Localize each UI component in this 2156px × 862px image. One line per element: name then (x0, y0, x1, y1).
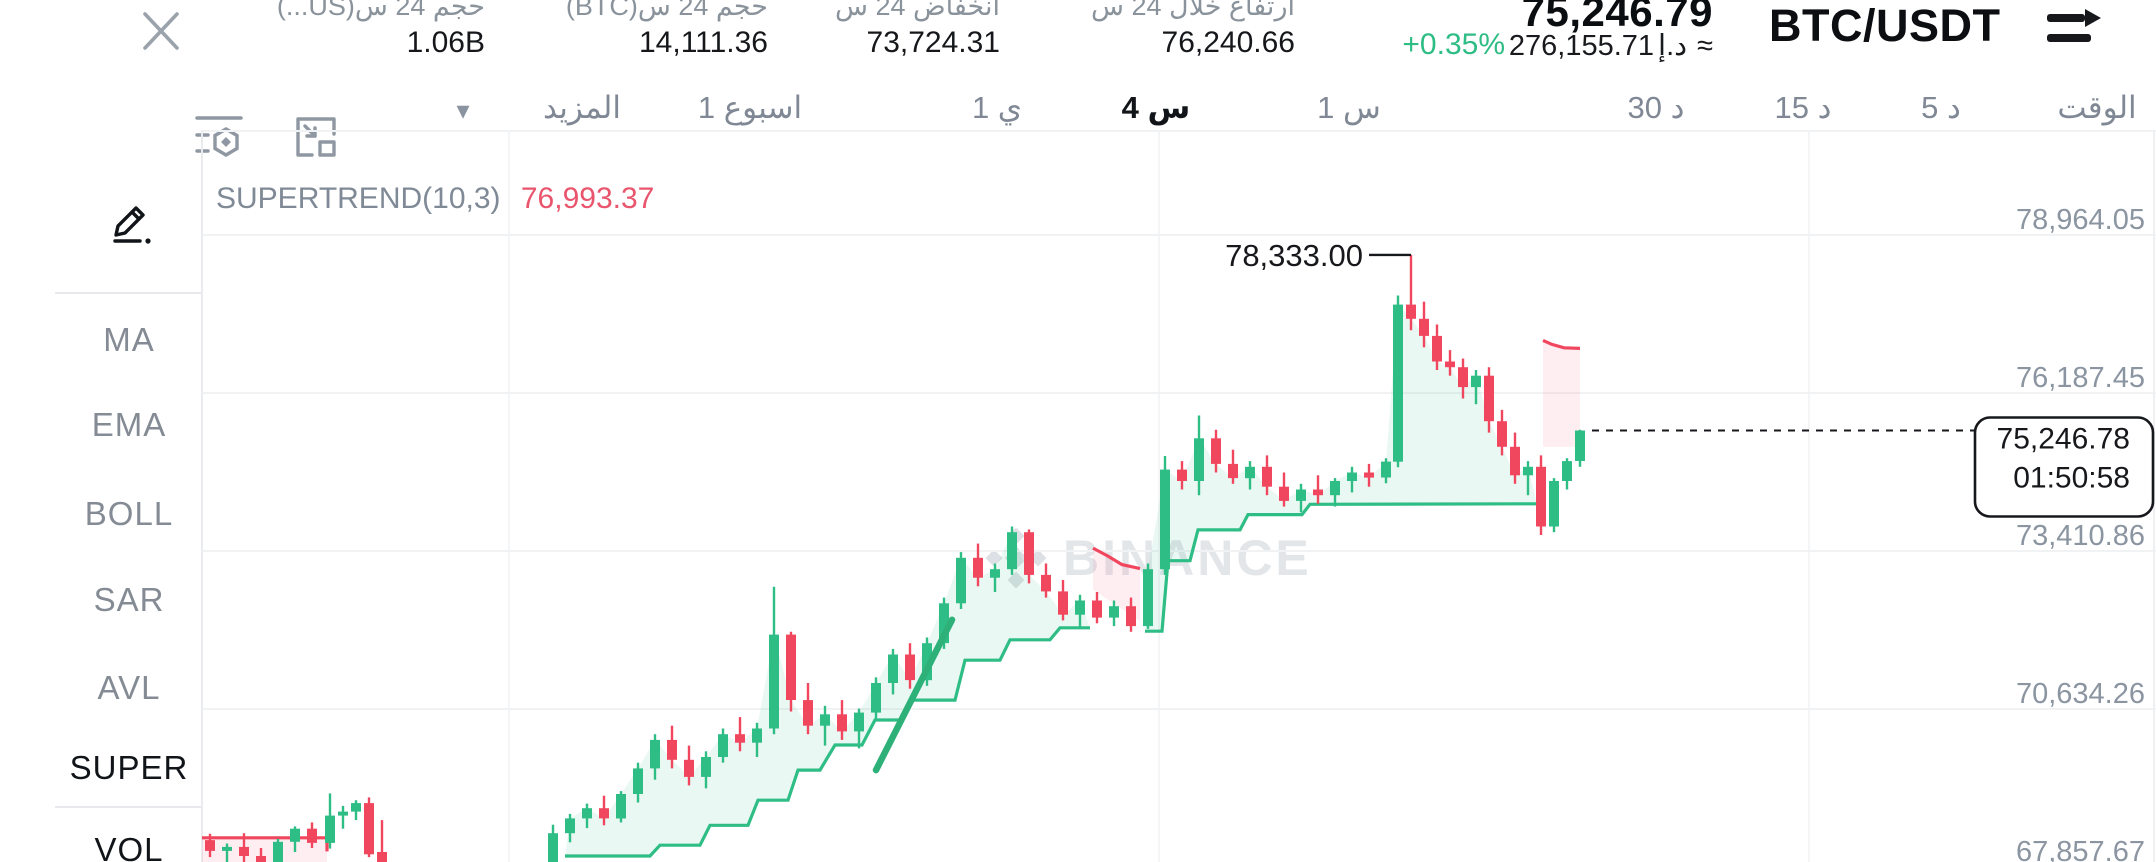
indicator-value: 76,993.37 (520, 182, 655, 215)
sidebar-item-sar[interactable]: SAR (93, 581, 165, 618)
user-trendline (872, 616, 956, 774)
price-axis-label: 67,857.67 (2016, 836, 2145, 862)
tab-4h-selected[interactable]: 4 س (1121, 90, 1191, 125)
approx-fiat-value: 276,155.71 د.إ ≈ (1430, 28, 1713, 63)
price-axis-label: 78,964.05 (2016, 204, 2145, 236)
binance-watermark: BINANCE (985, 527, 1312, 589)
last-price: 75,246.79 (1521, 0, 1713, 35)
tab-1w[interactable]: 1 اسبوع (697, 90, 803, 125)
stat-value: 1.06B (406, 26, 485, 59)
indicator-legend[interactable]: SUPERTREND(10,3) 76,993.37 (216, 182, 654, 216)
sidebar-item-avl[interactable]: AVL (97, 669, 161, 706)
sidebar-divider (55, 292, 201, 294)
tab-1d[interactable]: 1 ي (971, 90, 1023, 125)
approx-currency: د.إ (1658, 30, 1688, 62)
stat-label: ارتفاع خلال 24 س (1091, 0, 1295, 21)
stat-label: حجم 24 س(US...) (276, 0, 485, 21)
candlestick-chart[interactable]: 78,333.00 75,246.78 01:50:58 78,964.05 76,18… (0, 130, 2156, 862)
close-icon[interactable] (138, 10, 184, 52)
approx-amount: 276,155.71 (1508, 30, 1655, 62)
tab-time[interactable]: الوقت (2057, 90, 2137, 125)
chevron-down-icon[interactable]: ▾ (456, 95, 470, 125)
price-axis-label: 70,634.26 (2016, 678, 2145, 710)
price-change-percent: +0.35% (1402, 28, 1505, 61)
watermark-text: BINANCE (1063, 530, 1312, 586)
stat-value: 76,240.66 (1161, 26, 1295, 59)
tab-more[interactable]: المزيد (543, 90, 621, 125)
sidebar-item-vol[interactable]: VOL (94, 831, 164, 862)
sidebar-item-ma[interactable]: MA (103, 321, 155, 358)
sidebar-divider (55, 806, 201, 808)
sidebar-item-super-selected[interactable]: SUPER (69, 749, 189, 786)
draw-pencil-icon[interactable] (104, 194, 154, 244)
svg-text:75,246.78: 75,246.78 (1997, 423, 2130, 456)
pair-title: BTC/USDT (1769, 0, 2001, 51)
stat-value: 73,724.31 (866, 26, 1000, 59)
svg-text:01:50:58: 01:50:58 (2013, 462, 2130, 495)
sidebar-item-ema[interactable]: EMA (91, 406, 167, 443)
high-annotation-label: 78,333.00 (1225, 238, 1363, 273)
stat-label: انخفاض 24 س (835, 0, 1000, 21)
tab-1h[interactable]: 1 س (1317, 90, 1381, 125)
pair-switch-icon[interactable] (2046, 6, 2104, 48)
stat-value: 14,111.36 (638, 26, 768, 59)
price-axis-label: 76,187.45 (2016, 362, 2145, 394)
sidebar-item-boll[interactable]: BOLL (84, 495, 174, 532)
stat-label: حجم 24 س(BTC) (565, 0, 768, 21)
tab-5m[interactable]: 5 د (1921, 90, 1961, 125)
indicator-settings-icon[interactable] (195, 114, 245, 160)
tab-30m[interactable]: 30 د (1627, 90, 1685, 125)
indicator-name: SUPERTREND(10,3) (216, 182, 501, 215)
price-axis-label: 73,410.86 (2016, 520, 2145, 552)
tab-15m[interactable]: 15 د (1774, 90, 1832, 125)
approx-symbol: ≈ (1697, 30, 1713, 62)
current-price-marker: 75,246.78 01:50:58 (1973, 416, 2155, 518)
